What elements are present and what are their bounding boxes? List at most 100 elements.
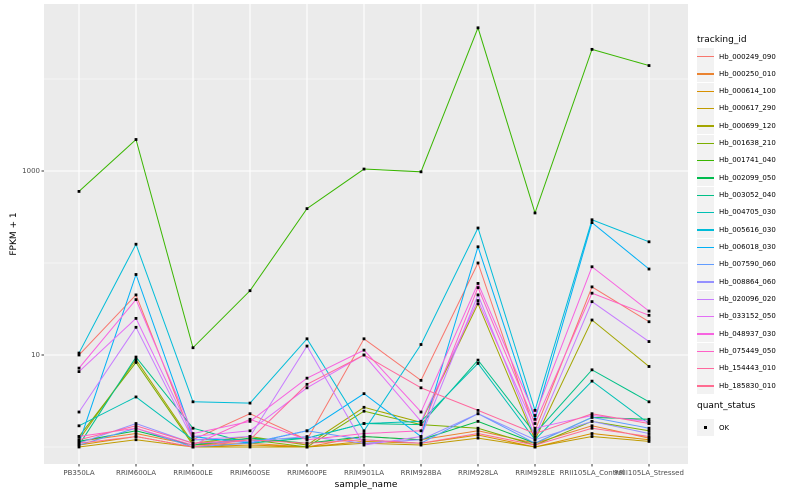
data-point (476, 293, 480, 297)
x-tick-label: RRIM600PE (287, 469, 327, 477)
legend-item-label: Hb_006018_030 (719, 243, 776, 252)
legend-key-swatch (697, 186, 714, 204)
data-point (305, 382, 309, 386)
data-point (362, 409, 366, 413)
legend-key-line (697, 385, 714, 387)
data-point (191, 400, 195, 404)
data-point (476, 436, 480, 440)
data-point (248, 401, 252, 405)
data-point (647, 400, 651, 404)
data-point (305, 445, 309, 449)
legend-key-line (697, 333, 714, 335)
x-tick-label: RRII105LA_Stressed (614, 469, 684, 477)
data-point (647, 320, 651, 324)
legend-key-swatch (697, 151, 714, 169)
legend-item-label: Hb_001741_040 (719, 156, 776, 165)
legend-key-swatch (697, 65, 714, 83)
data-point (134, 293, 138, 297)
data-point (590, 415, 594, 419)
legend-key-line (697, 125, 714, 127)
legend-key-line (697, 159, 714, 162)
legend-item-label: Hb_002099_050 (719, 173, 776, 182)
data-point (533, 417, 537, 421)
data-point (476, 299, 480, 303)
data-point (191, 426, 195, 430)
x-tick-label: RRIM600LA (115, 469, 157, 477)
data-point (476, 362, 480, 365)
legend-title-quant-status: quant_status (697, 401, 756, 411)
legend-key-swatch (697, 48, 714, 65)
y-tick-label: 1000 (22, 167, 40, 175)
data-point (647, 438, 651, 442)
legend-key-line (697, 90, 714, 93)
data-point (362, 429, 366, 433)
data-point (533, 445, 537, 449)
legend-item-label: Hb_003052_040 (719, 191, 776, 200)
data-point (419, 429, 423, 433)
x-tick-label: RRIM600SE (229, 469, 271, 477)
data-point (533, 443, 537, 447)
data-point (77, 441, 81, 445)
data-point (77, 370, 81, 373)
x-tick-label: RRIM901LA (343, 469, 385, 477)
data-point (590, 379, 594, 383)
data-point (533, 432, 537, 435)
data-point (647, 240, 651, 244)
data-point (77, 438, 81, 442)
data-point (191, 443, 195, 447)
legend-key-line (697, 107, 714, 110)
data-point (77, 410, 81, 414)
data-point (77, 445, 81, 449)
data-point (590, 424, 594, 428)
legend-key-line (697, 367, 714, 370)
legend-key-line (697, 263, 714, 266)
data-point (590, 318, 594, 322)
legend-key-swatch (697, 238, 714, 256)
legend-item-label: Hb_008864_060 (719, 277, 776, 286)
data-point (305, 386, 309, 390)
data-point (248, 435, 252, 438)
data-point (77, 366, 81, 370)
data-point (248, 441, 252, 445)
data-point (248, 419, 252, 423)
data-point (305, 207, 309, 211)
data-point (134, 395, 138, 399)
legend-key-swatch (697, 221, 714, 239)
legend-key-line (697, 211, 714, 214)
data-point (191, 445, 195, 449)
data-point (248, 443, 252, 447)
data-point (134, 438, 138, 442)
data-point (476, 26, 480, 30)
data-point (647, 435, 651, 438)
legend-key-line (697, 194, 714, 197)
data-point (419, 170, 423, 174)
data-point (647, 267, 651, 271)
data-point (134, 273, 138, 276)
data-point (248, 445, 252, 449)
data-point (590, 285, 594, 289)
quant-key-swatch (697, 419, 714, 436)
data-point (362, 432, 366, 435)
data-point (647, 426, 651, 430)
data-point (647, 429, 651, 433)
data-point (647, 419, 651, 423)
legend-title-tracking-id: tracking_id (697, 35, 747, 45)
data-point (134, 316, 138, 320)
data-point (362, 443, 366, 447)
data-point (77, 353, 81, 357)
data-point (590, 412, 594, 416)
data-point (647, 440, 651, 443)
data-point (590, 47, 594, 51)
data-point (476, 286, 480, 290)
x-tick-label: RRII105LA_Control (559, 469, 625, 477)
data-point (590, 414, 594, 417)
data-point (647, 365, 651, 368)
data-point (248, 289, 252, 293)
quant-item-label: OK (719, 423, 730, 432)
data-point (647, 309, 651, 313)
data-point (476, 282, 480, 285)
data-point (647, 422, 651, 425)
data-point (77, 190, 81, 193)
data-point (647, 64, 651, 67)
data-point (419, 386, 423, 390)
